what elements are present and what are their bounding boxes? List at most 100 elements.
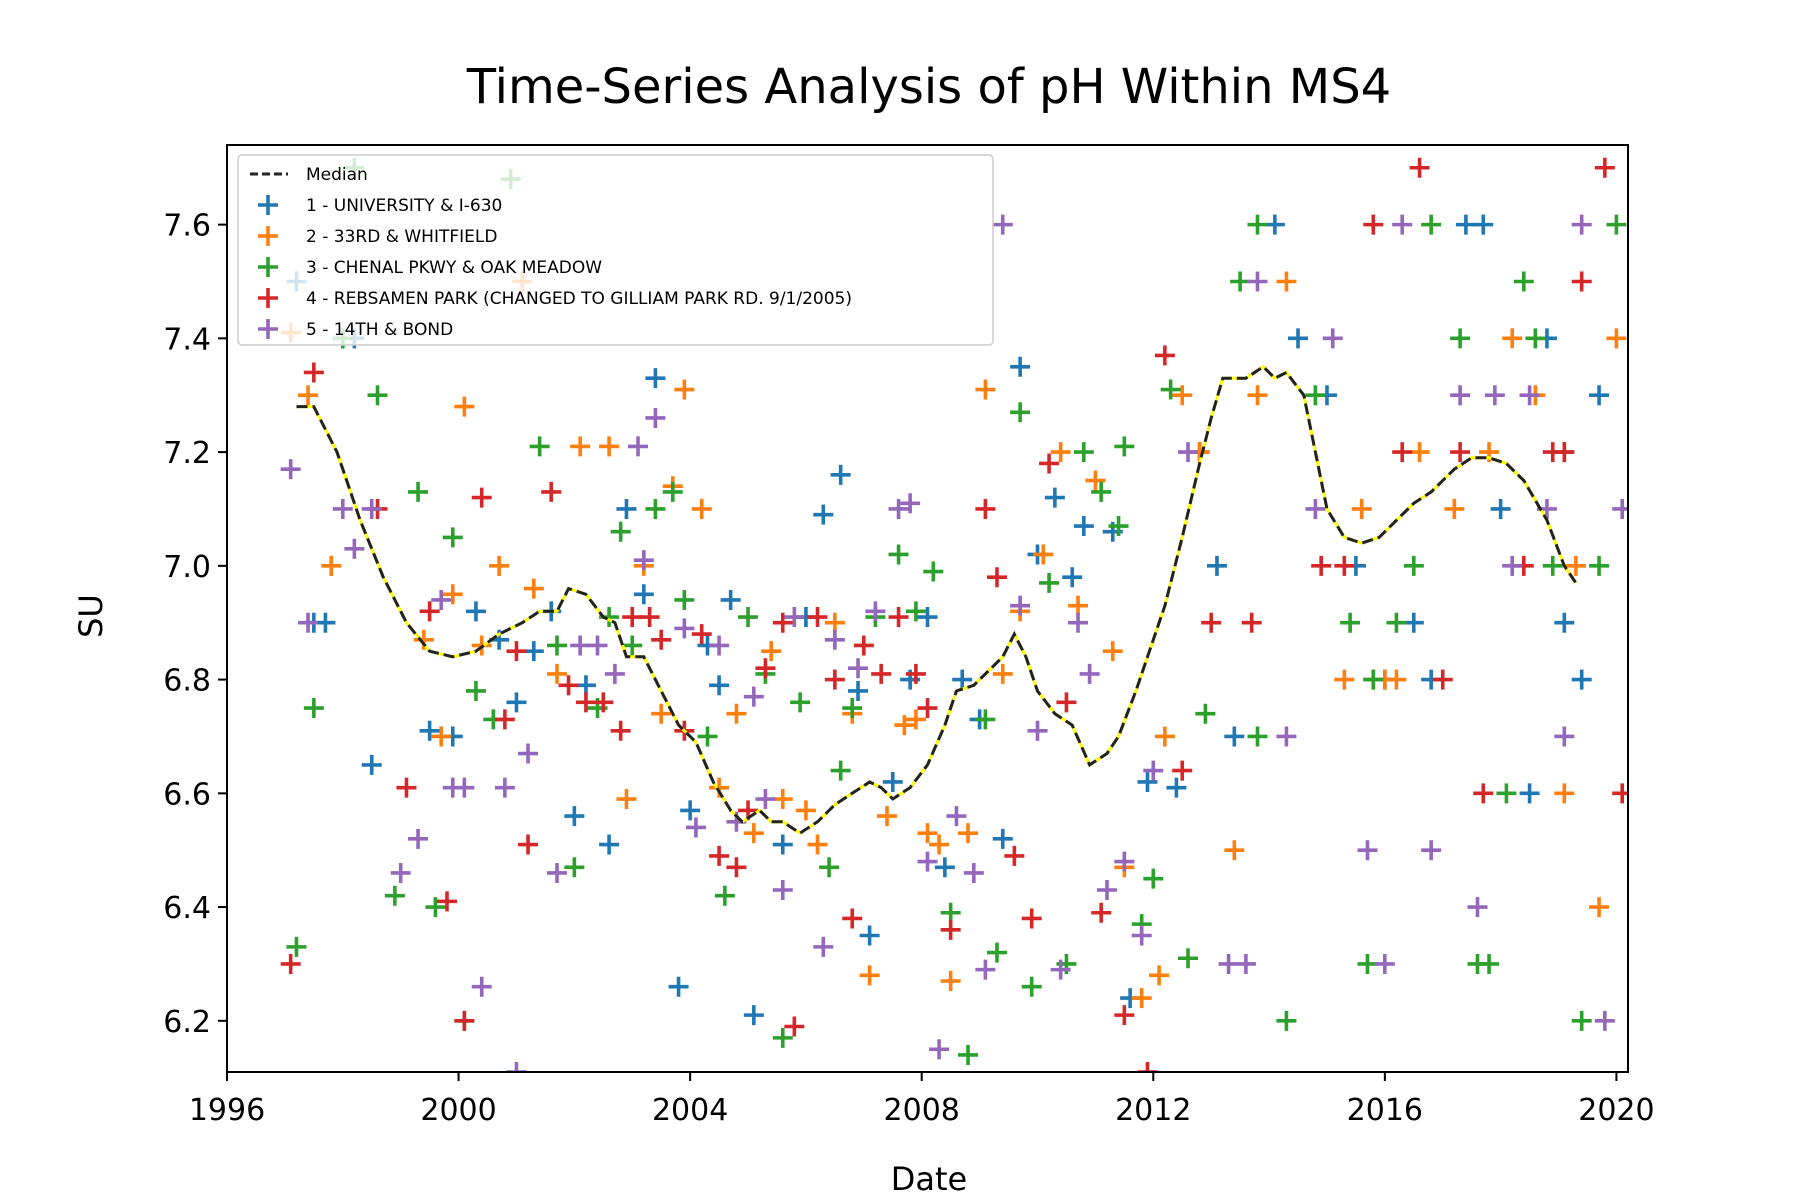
x-tick-label: 1996 [189,1093,265,1128]
data-point [1137,1062,1158,1072]
data-point [917,698,938,719]
data-point [1363,214,1384,235]
data-point [1050,959,1071,980]
data-point [1224,726,1245,747]
data-point [1386,612,1407,633]
data-point [1450,328,1471,349]
data-point [772,1027,793,1048]
data-point [616,498,637,519]
data-point [1513,271,1534,292]
data-point [813,936,834,957]
data-point [1334,669,1355,690]
data-point [1010,595,1031,616]
data-point [298,385,319,406]
data-point [1594,157,1615,178]
data-point [315,612,336,633]
data-point [905,709,926,730]
data-point [1108,516,1129,537]
y-tick-label: 6.8 [163,664,211,699]
data-point [506,1062,527,1072]
data-point [465,680,486,701]
data-point [1612,783,1628,804]
data-point [975,959,996,980]
data-point [1050,442,1071,463]
data-point [790,692,811,713]
data-point [917,823,938,844]
data-point [523,578,544,599]
data-point [321,555,342,576]
data-point [853,635,874,656]
data-point [593,692,614,713]
data-point [1467,897,1488,918]
y-tick-label: 7.6 [163,209,211,244]
data-point [691,624,712,645]
data-point [1149,965,1170,986]
data-point [917,607,938,628]
data-point [587,635,608,656]
data-point [645,368,666,389]
data-point [1247,726,1268,747]
series-3 [286,157,1627,1065]
data-point [489,555,510,576]
data-point [1409,442,1430,463]
legend-marker [258,288,278,308]
data-point [639,607,660,628]
data-point [1276,1010,1297,1031]
data-point [1276,726,1297,747]
data-point [622,607,643,628]
data-point [824,612,845,633]
data-point [1612,498,1628,519]
data-point [940,902,961,923]
data-point [1114,436,1135,457]
data-point [1143,868,1164,889]
data-point [518,743,539,764]
data-point [709,635,730,656]
data-point [1589,555,1610,576]
data-point [645,498,666,519]
data-point [1288,328,1309,349]
data-point [1305,385,1326,406]
data-point [1606,214,1627,235]
data-point [1224,840,1245,861]
data-point [743,686,764,707]
data-point [1172,385,1193,406]
data-point [408,828,429,849]
data-point [1444,498,1465,519]
data-point [425,897,446,918]
data-point [859,965,880,986]
data-point [1571,1010,1592,1031]
data-point [709,675,730,696]
data-point [529,436,550,457]
data-point [628,436,649,457]
y-axis-title: SU [72,594,110,638]
data-point [1496,783,1517,804]
data-point [454,1010,475,1031]
data-point [1322,328,1343,349]
x-tick-label: 2016 [1347,1093,1423,1128]
data-point [1357,953,1378,974]
data-point [726,857,747,878]
data-point [1519,385,1540,406]
data-point [575,692,596,713]
data-point [1033,544,1054,565]
data-point [848,680,869,701]
data-point [622,635,643,656]
data-point [772,834,793,855]
data-point [1091,481,1112,502]
data-point [431,726,452,747]
data-point [1114,851,1135,872]
data-point [819,857,840,878]
data-point [518,834,539,855]
plot-area [226,144,1629,1073]
data-point [1542,555,1563,576]
data-point [344,538,365,559]
data-point [1247,385,1268,406]
data-point [1403,612,1424,633]
data-point [1450,385,1471,406]
median-line [296,364,1578,835]
data-point [1154,345,1175,366]
data-point [1247,271,1268,292]
data-point [917,851,938,872]
data-point [494,709,515,730]
legend-median-label: Median [306,165,368,185]
